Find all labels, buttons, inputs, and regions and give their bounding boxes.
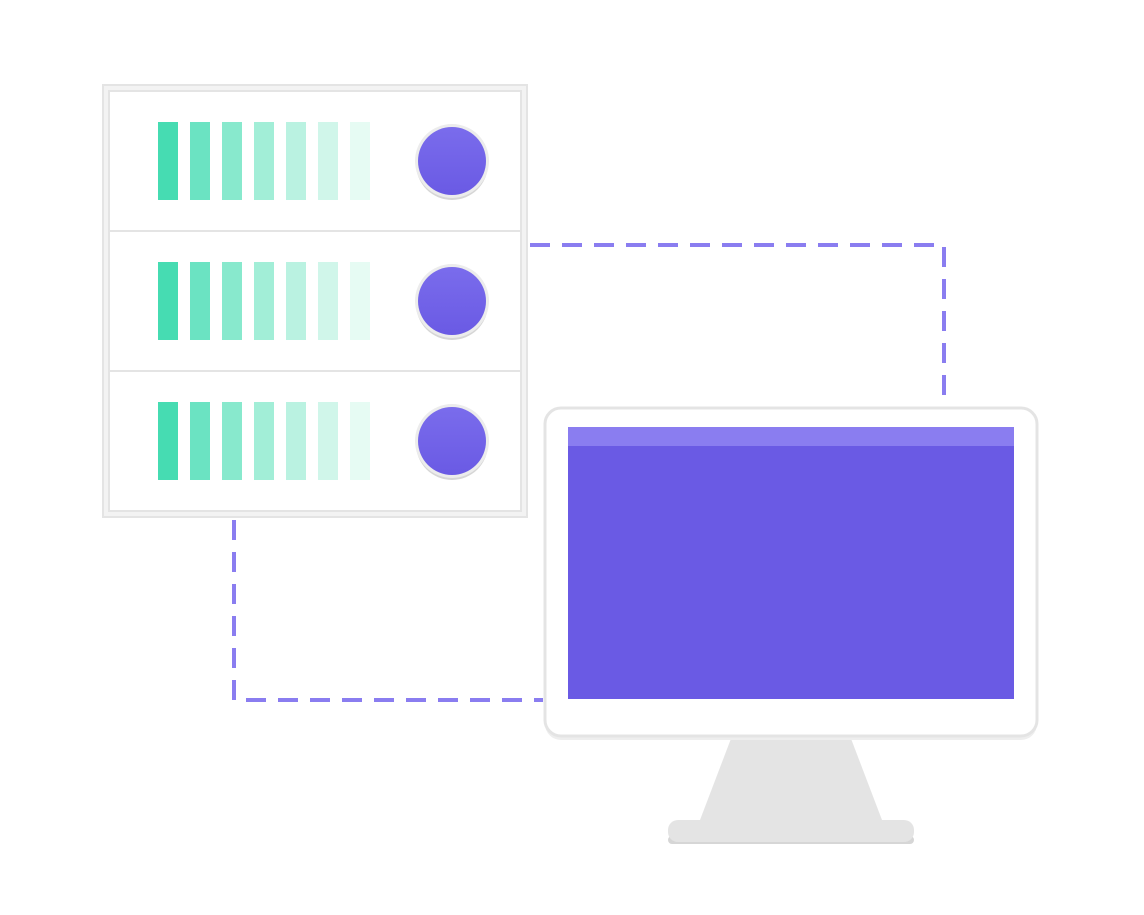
server-activity-bar xyxy=(286,402,306,480)
server-led xyxy=(418,127,486,195)
server-activity-bar xyxy=(190,402,210,480)
monitor-screen xyxy=(568,446,1014,699)
server-activity-bar xyxy=(318,122,338,200)
server-activity-bar xyxy=(190,122,210,200)
server-activity-bar xyxy=(222,402,242,480)
server-activity-bar xyxy=(158,122,178,200)
server-activity-bar xyxy=(350,262,370,340)
monitor-base xyxy=(668,820,914,842)
server-activity-bar xyxy=(190,262,210,340)
server-activity-bar xyxy=(158,262,178,340)
server-activity-bar xyxy=(222,262,242,340)
connection-top xyxy=(530,245,944,405)
server-activity-bar xyxy=(254,122,274,200)
monitor-icon xyxy=(545,408,1037,844)
server-activity-bar xyxy=(158,402,178,480)
server-led xyxy=(418,407,486,475)
server-activity-bar xyxy=(286,122,306,200)
monitor-neck xyxy=(700,736,882,820)
connection-bottom xyxy=(234,520,543,700)
diagram-svg xyxy=(0,0,1144,915)
server-activity-bar xyxy=(318,262,338,340)
server-activity-bar xyxy=(286,262,306,340)
server-icon xyxy=(103,85,527,517)
server-activity-bar xyxy=(350,122,370,200)
server-led xyxy=(418,267,486,335)
server-activity-bar xyxy=(318,402,338,480)
diagram-canvas xyxy=(0,0,1144,915)
server-activity-bar xyxy=(254,402,274,480)
server-activity-bar xyxy=(350,402,370,480)
server-activity-bar xyxy=(254,262,274,340)
server-activity-bar xyxy=(222,122,242,200)
